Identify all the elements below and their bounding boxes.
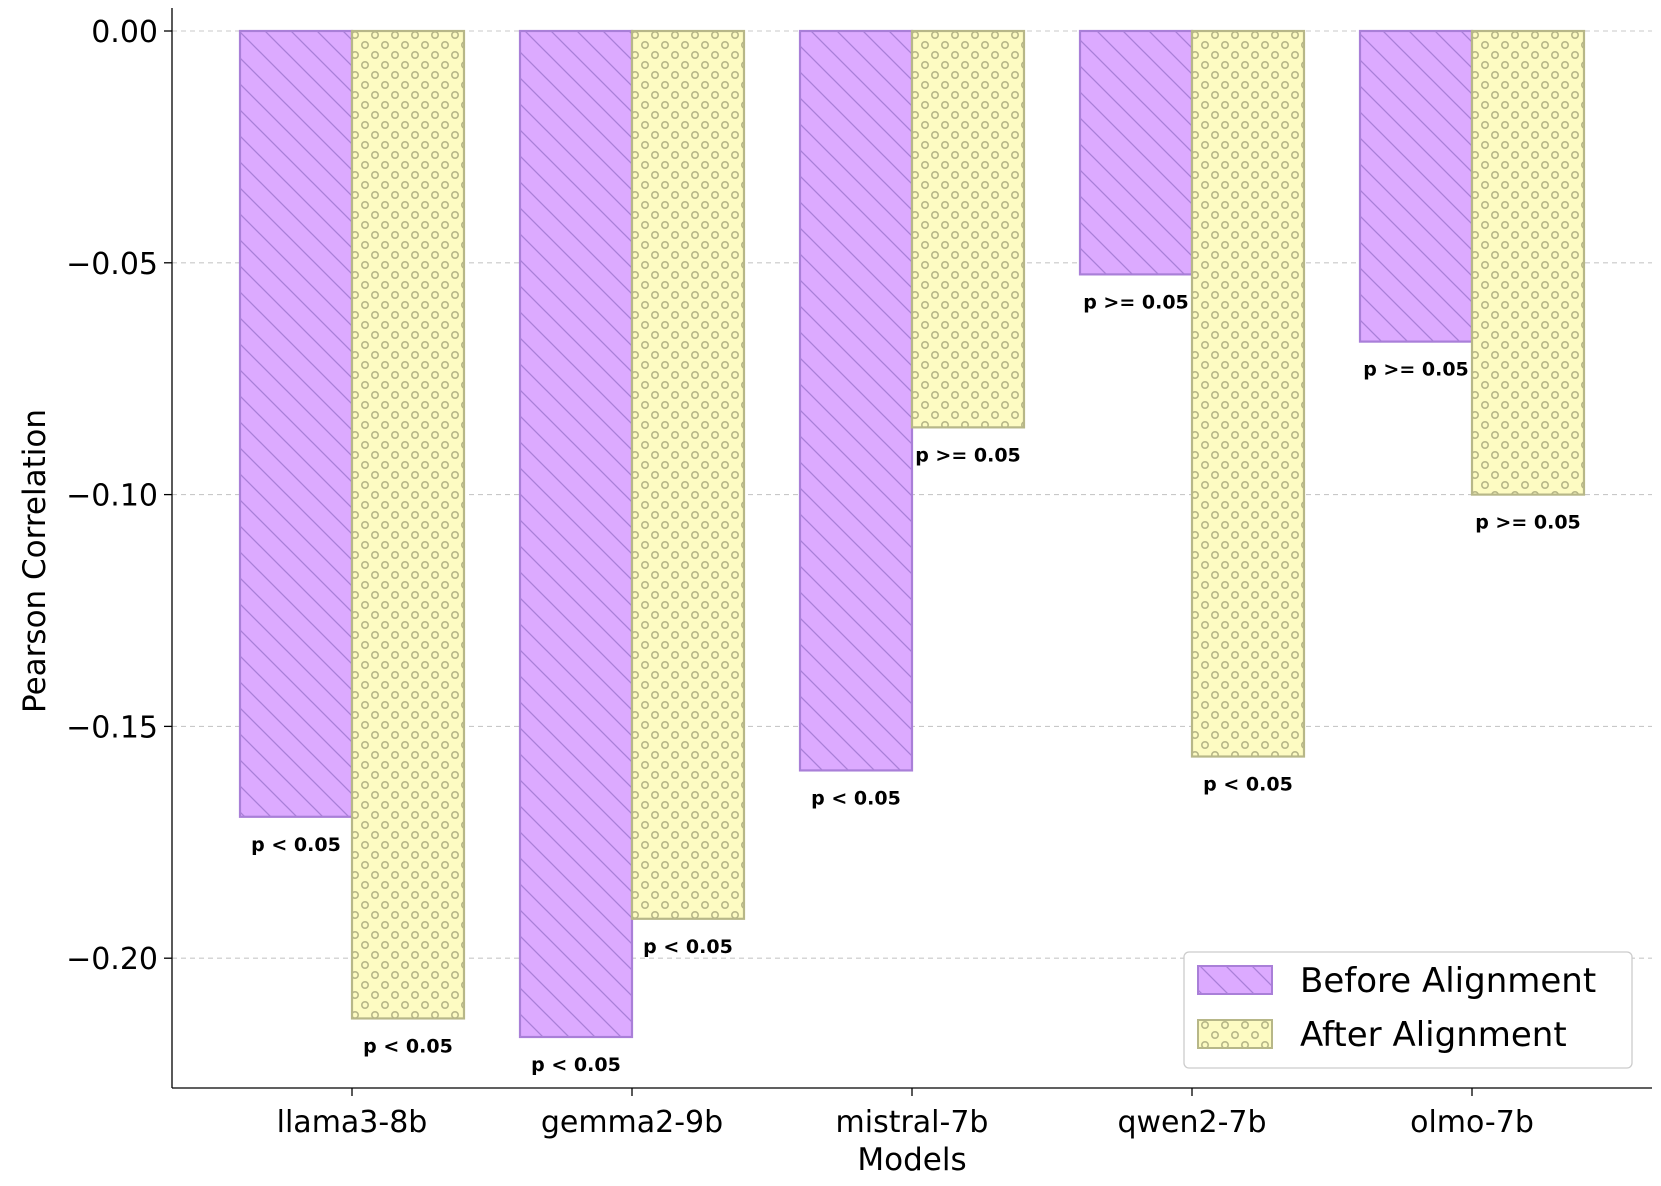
y-axis-ticks: 0.00 −0.05 −0.10 −0.15 −0.20 xyxy=(66,15,172,977)
bar-before-alignment-gemma2-9b xyxy=(518,29,634,1039)
y-tick-label: −0.05 xyxy=(66,247,158,282)
bar-after-alignment-llama3-8b xyxy=(350,29,466,1020)
legend-swatch-before-alignment xyxy=(1197,965,1273,995)
bar-after-alignment-mistral-7b xyxy=(910,29,1026,429)
bar-before-alignment-llama3-8b xyxy=(238,29,354,818)
x-tick-label-llama3-8b: llama3-8b xyxy=(277,1105,428,1140)
x-axis-ticks: llama3-8b gemma2-9b mistral-7b qwen2-7b olmo… xyxy=(277,1088,1534,1140)
bar-after-alignment-olmo-7b xyxy=(1470,29,1586,496)
y-tick-label: −0.15 xyxy=(66,710,158,745)
p-value-labels: p < 0.05 p < 0.05 p < 0.05 p < 0.05 p < 0.05… xyxy=(251,291,1581,1076)
x-axis-title: Models xyxy=(857,1142,966,1178)
y-tick-label: 0.00 xyxy=(91,15,158,50)
p-value-label: p >= 0.05 xyxy=(1363,359,1469,381)
x-tick-label-gemma2-9b: gemma2-9b xyxy=(541,1105,723,1140)
legend-swatch-after-alignment xyxy=(1197,1019,1273,1049)
legend-frame xyxy=(1183,951,1633,1069)
bar-before-alignment-olmo-7b xyxy=(1358,29,1474,343)
x-tick-label-qwen2-7b: qwen2-7b xyxy=(1117,1105,1266,1140)
legend-label-after-alignment: After Alignment xyxy=(1300,1015,1567,1055)
bar-before-alignment-qwen2-7b xyxy=(1078,29,1194,276)
p-value-label: p >= 0.05 xyxy=(1475,512,1581,534)
x-tick-label-olmo-7b: olmo-7b xyxy=(1410,1105,1534,1140)
bar-after-alignment-gemma2-9b xyxy=(630,29,746,920)
bar-after-alignment-qwen2-7b xyxy=(1190,29,1306,758)
p-value-label: p < 0.05 xyxy=(1203,774,1293,796)
p-value-label: p < 0.05 xyxy=(531,1054,621,1076)
bars xyxy=(238,29,1586,1039)
y-axis-title: Pearson Correlation xyxy=(17,409,53,713)
p-value-label: p < 0.05 xyxy=(811,787,901,809)
y-tick-label: −0.20 xyxy=(66,942,158,977)
p-value-label: p >= 0.05 xyxy=(1083,291,1189,313)
legend-label-before-alignment: Before Alignment xyxy=(1300,961,1596,1001)
p-value-label: p < 0.05 xyxy=(363,1035,453,1057)
p-value-label: p >= 0.05 xyxy=(915,444,1021,466)
y-tick-label: −0.10 xyxy=(66,479,158,514)
p-value-label: p < 0.05 xyxy=(251,834,341,856)
bar-before-alignment-mistral-7b xyxy=(798,29,914,772)
p-value-label: p < 0.05 xyxy=(643,936,733,958)
x-tick-label-mistral-7b: mistral-7b xyxy=(836,1105,989,1140)
legend: Before Alignment After Alignment xyxy=(1183,951,1633,1069)
